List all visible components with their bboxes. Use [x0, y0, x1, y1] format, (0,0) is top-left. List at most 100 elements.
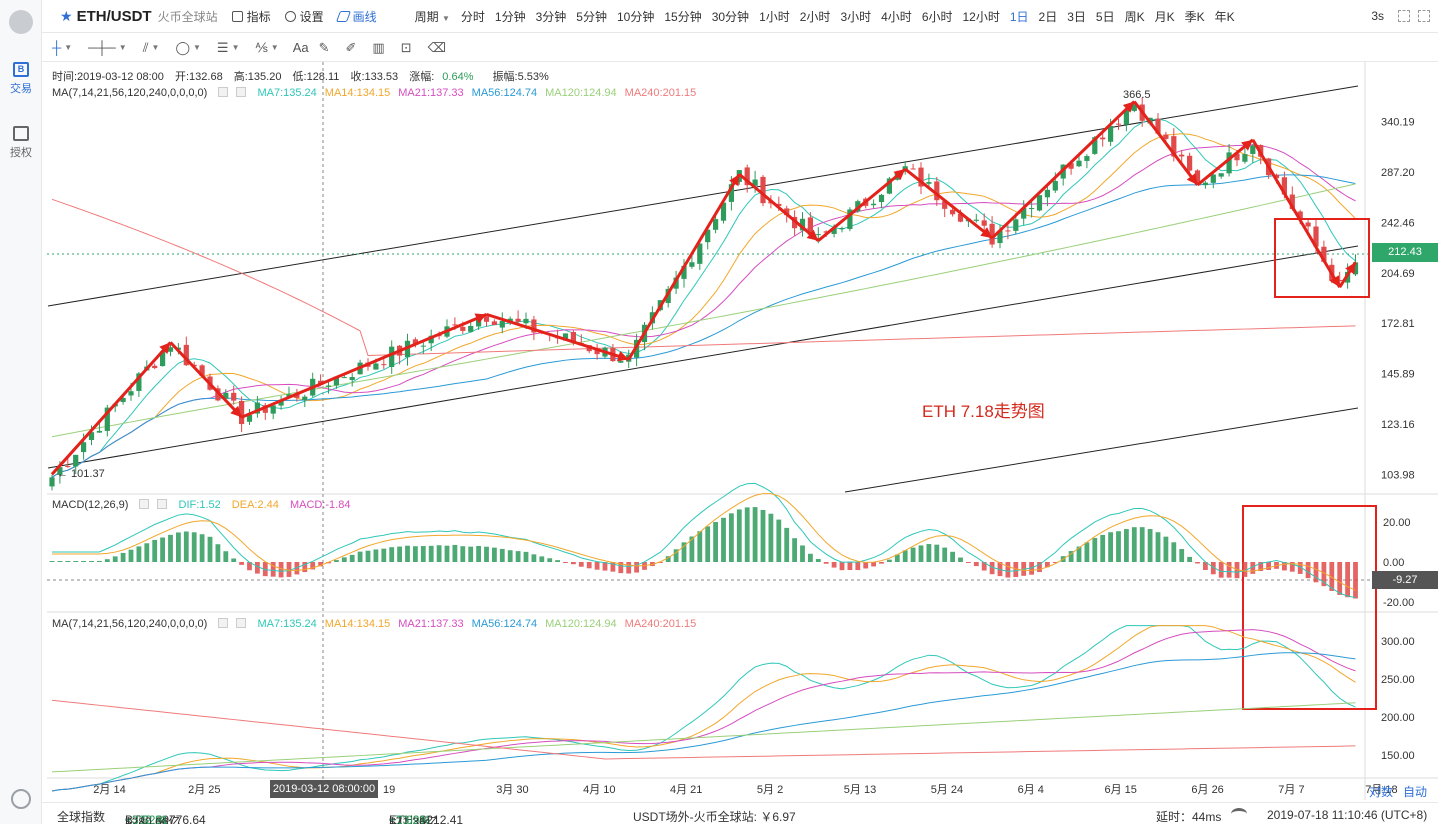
fib-tool[interactable]: ☰ ▼ — [217, 40, 240, 56]
period-13[interactable]: 1日 — [1009, 9, 1029, 24]
draw-label: 画线 — [352, 9, 377, 24]
info-change: 涨幅: 0.64% — [409, 71, 481, 83]
candle-body — [1013, 219, 1019, 231]
close-icon[interactable] — [236, 87, 247, 97]
candle-body — [531, 319, 537, 333]
candle-body — [934, 181, 940, 201]
pattern-tool[interactable]: ⅍ ▼ — [256, 40, 279, 55]
pattern-icon: ⅍ — [255, 40, 268, 55]
macd-bar — [89, 561, 94, 562]
macd-bar — [1226, 562, 1232, 578]
macd-bar — [1203, 562, 1208, 571]
macd-bar — [357, 551, 363, 562]
fullscreen-icon[interactable] — [1398, 10, 1410, 22]
bars-icon[interactable]: ▥ — [372, 39, 385, 55]
period-7[interactable]: 1小时 — [759, 9, 790, 24]
period-1[interactable]: 1分钟 — [494, 9, 526, 24]
candle-body — [199, 365, 205, 376]
candle-body — [262, 405, 268, 413]
period-10[interactable]: 4小时 — [881, 9, 912, 24]
period-0[interactable]: 分时 — [460, 9, 485, 24]
period-dropdown[interactable]: 周期 ▼ — [415, 8, 450, 25]
macd-bar — [918, 545, 924, 562]
ma-legend-items: MA7:135.24 MA14:134.15 MA21:137.33 MA56:124… — [257, 87, 704, 99]
candle-body — [1036, 195, 1043, 211]
draw-button[interactable]: 画线 — [335, 8, 377, 25]
log-scale-toggle[interactable]: 对数 — [1369, 785, 1394, 799]
macd-bar — [997, 562, 1003, 577]
macd-bar — [476, 545, 481, 562]
period-12[interactable]: 12小时 — [962, 9, 1000, 24]
period-11[interactable]: 6小时 — [921, 9, 953, 24]
ma-legend-item: MA14:134.15 — [324, 618, 391, 630]
macd-bar — [507, 550, 513, 562]
period-4[interactable]: 10分钟 — [616, 9, 655, 24]
ma120-line — [51, 183, 1356, 438]
macd-bar — [112, 556, 118, 562]
lock-icon[interactable]: ⊡ — [400, 39, 412, 55]
period-19[interactable]: 季K — [1184, 9, 1205, 24]
lower-ma120-line — [51, 702, 1356, 773]
close-icon[interactable] — [236, 618, 247, 628]
trend-arrow-head — [1345, 262, 1356, 275]
candle-body — [784, 208, 790, 216]
trend-arrow — [241, 312, 488, 419]
macd-bar — [1234, 562, 1240, 579]
period-9[interactable]: 3小时 — [840, 9, 872, 24]
period-8[interactable]: 2小时 — [799, 9, 831, 24]
macd-dea-line — [52, 493, 1356, 591]
refresh-interval[interactable]: 3s — [1371, 9, 1384, 23]
channel-tool[interactable]: ⫽ ▼ — [143, 40, 160, 56]
candle-body — [871, 203, 877, 206]
candle-body — [1171, 136, 1177, 157]
favorite-star-icon[interactable]: ★ — [60, 7, 73, 24]
macd-bar — [815, 559, 821, 562]
settings-icon[interactable] — [139, 499, 150, 509]
brush-icon[interactable]: ✐ — [345, 39, 357, 55]
settings-icon[interactable] — [218, 618, 229, 628]
candle-body — [49, 477, 55, 487]
indicators-button[interactable]: 指标 — [231, 8, 271, 25]
symbol-title[interactable]: ETH/USDT — [76, 7, 152, 25]
crosshair-tool[interactable]: ┼ ▼ — [52, 40, 72, 55]
expand-icon[interactable] — [1418, 10, 1430, 22]
trash-icon[interactable]: ⌫ — [427, 39, 446, 55]
candle-body — [483, 316, 490, 322]
settings-button[interactable]: 设置 — [284, 8, 324, 25]
period-6[interactable]: 30分钟 — [711, 9, 750, 24]
channel-lower-line — [47, 245, 1359, 469]
period-14[interactable]: 2日 — [1038, 9, 1058, 24]
sidebar-item-auth[interactable]: 授权 — [0, 126, 42, 160]
macd-bar — [847, 562, 853, 570]
period-5[interactable]: 15分钟 — [664, 9, 702, 24]
period-18[interactable]: 月K — [1154, 9, 1175, 24]
global-index-label[interactable]: 全球指数 — [57, 810, 106, 824]
period-2[interactable]: 3分钟 — [535, 9, 567, 24]
hline-tool[interactable]: ─┼─ ▼ — [88, 40, 127, 55]
text-tool[interactable]: Aa — [292, 40, 309, 55]
macd-bar — [555, 560, 560, 562]
macd-bar — [1329, 562, 1335, 591]
settings-gear-icon[interactable] — [11, 789, 31, 809]
trend-arrow-head — [159, 342, 171, 355]
period-17[interactable]: 周K — [1124, 9, 1145, 24]
sidebar-item-trade[interactable]: B 交易 — [0, 62, 42, 96]
macd-bar — [1147, 529, 1153, 562]
candle-body — [942, 201, 948, 209]
trend-arrow — [1133, 100, 1199, 186]
macd-bar — [902, 550, 908, 562]
info-amplitude: 振幅:5.53% — [492, 71, 549, 83]
channel-upper-line — [47, 85, 1359, 307]
ruler-icon[interactable]: ✎ — [318, 39, 330, 55]
lower-ma-legend-title: MA(7,14,21,56,120,240,0,0,0,0) — [52, 618, 208, 630]
period-15[interactable]: 3日 — [1067, 9, 1086, 24]
shape-tool[interactable]: ◯ ▼ — [175, 40, 200, 56]
auto-scale-toggle[interactable]: 自动 — [1403, 785, 1428, 799]
close-icon[interactable] — [157, 499, 168, 509]
period-16[interactable]: 5日 — [1095, 9, 1115, 24]
macd-bar — [176, 532, 181, 562]
period-20[interactable]: 年K — [1214, 9, 1235, 24]
period-3[interactable]: 5分钟 — [576, 9, 607, 24]
settings-icon[interactable] — [218, 87, 229, 97]
